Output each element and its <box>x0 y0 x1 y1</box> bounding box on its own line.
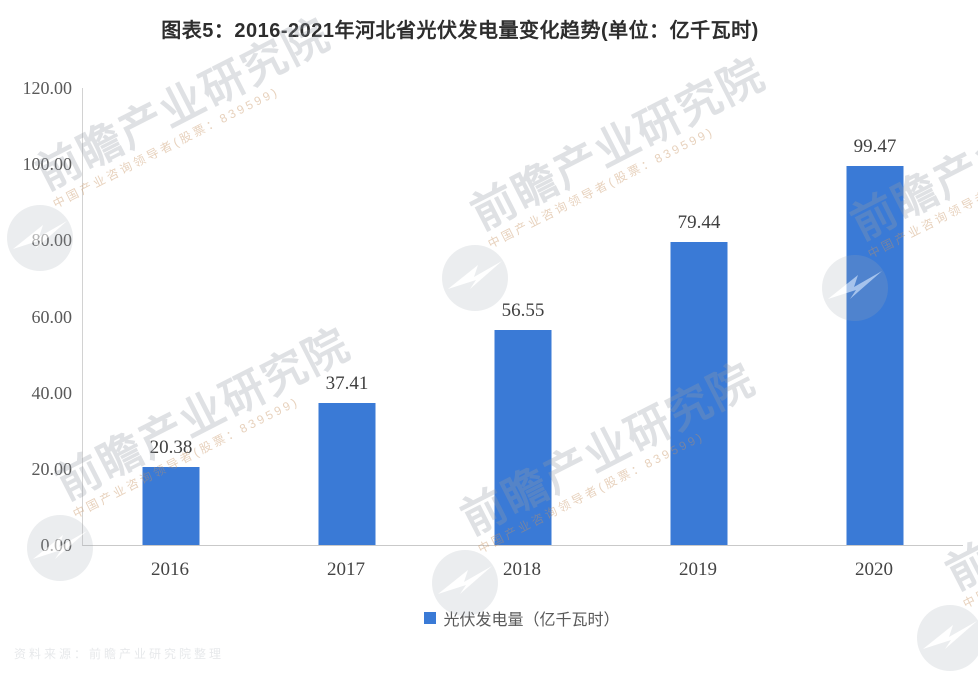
bar-2018 <box>494 330 552 545</box>
chart-legend: 光伏发电量（亿千瓦时） <box>82 606 962 630</box>
chart-title: 图表5：2016-2021年河北省光伏发电量变化趋势(单位：亿千瓦时) <box>161 20 759 42</box>
bar-value-label: 20.38 <box>149 437 193 458</box>
bar-slot-2017: 37.41 <box>259 88 435 545</box>
bar-slot-2018: 56.55 <box>435 88 611 545</box>
bar-2019 <box>670 242 728 545</box>
bar-value-label: 37.41 <box>325 373 369 394</box>
x-tick-label-2018: 2018 <box>503 559 541 580</box>
plot-area: 20.38 37.41 56.55 79.44 99.47 <box>82 88 963 546</box>
y-tick-label: 0.00 <box>40 535 73 555</box>
x-tick-label-2017: 2017 <box>327 559 365 580</box>
y-tick-label: 60.00 <box>31 306 73 327</box>
bar-slot-2020: 99.47 <box>787 88 963 545</box>
bar-2016 <box>142 467 200 545</box>
bar-value-label: 99.47 <box>853 136 897 157</box>
x-tick-label-2016: 2016 <box>151 559 189 580</box>
y-tick-label: 100.00 <box>22 154 73 175</box>
x-tick-label-2020: 2020 <box>855 559 893 580</box>
x-tick-label-2019: 2019 <box>679 559 717 580</box>
y-tick-label: 120.00 <box>22 78 73 98</box>
bar-value-label: 56.55 <box>501 300 545 321</box>
legend-series-label: 光伏发电量（亿千瓦时） <box>443 612 620 629</box>
legend-marker-square-icon <box>424 612 437 624</box>
y-tick-label: 40.00 <box>31 382 73 403</box>
report-page: { "title": "图表5：2016-2021年河北省光伏发电量变化趋势(单… <box>7 9 978 671</box>
source-note: 资料来源：前瞻产业研究院整理 <box>14 647 225 661</box>
y-tick-label: 80.00 <box>31 230 73 251</box>
bar-value-label: 79.44 <box>677 212 721 233</box>
bar-slot-2019: 79.44 <box>611 88 787 545</box>
bar-slot-2016: 20.38 <box>83 88 259 545</box>
bar-2020 <box>846 166 904 545</box>
bar-2017 <box>318 403 376 545</box>
y-tick-label: 20.00 <box>31 458 73 479</box>
watermark-sub-text: 中国产业咨询领导者(股票：839599) <box>960 484 978 611</box>
